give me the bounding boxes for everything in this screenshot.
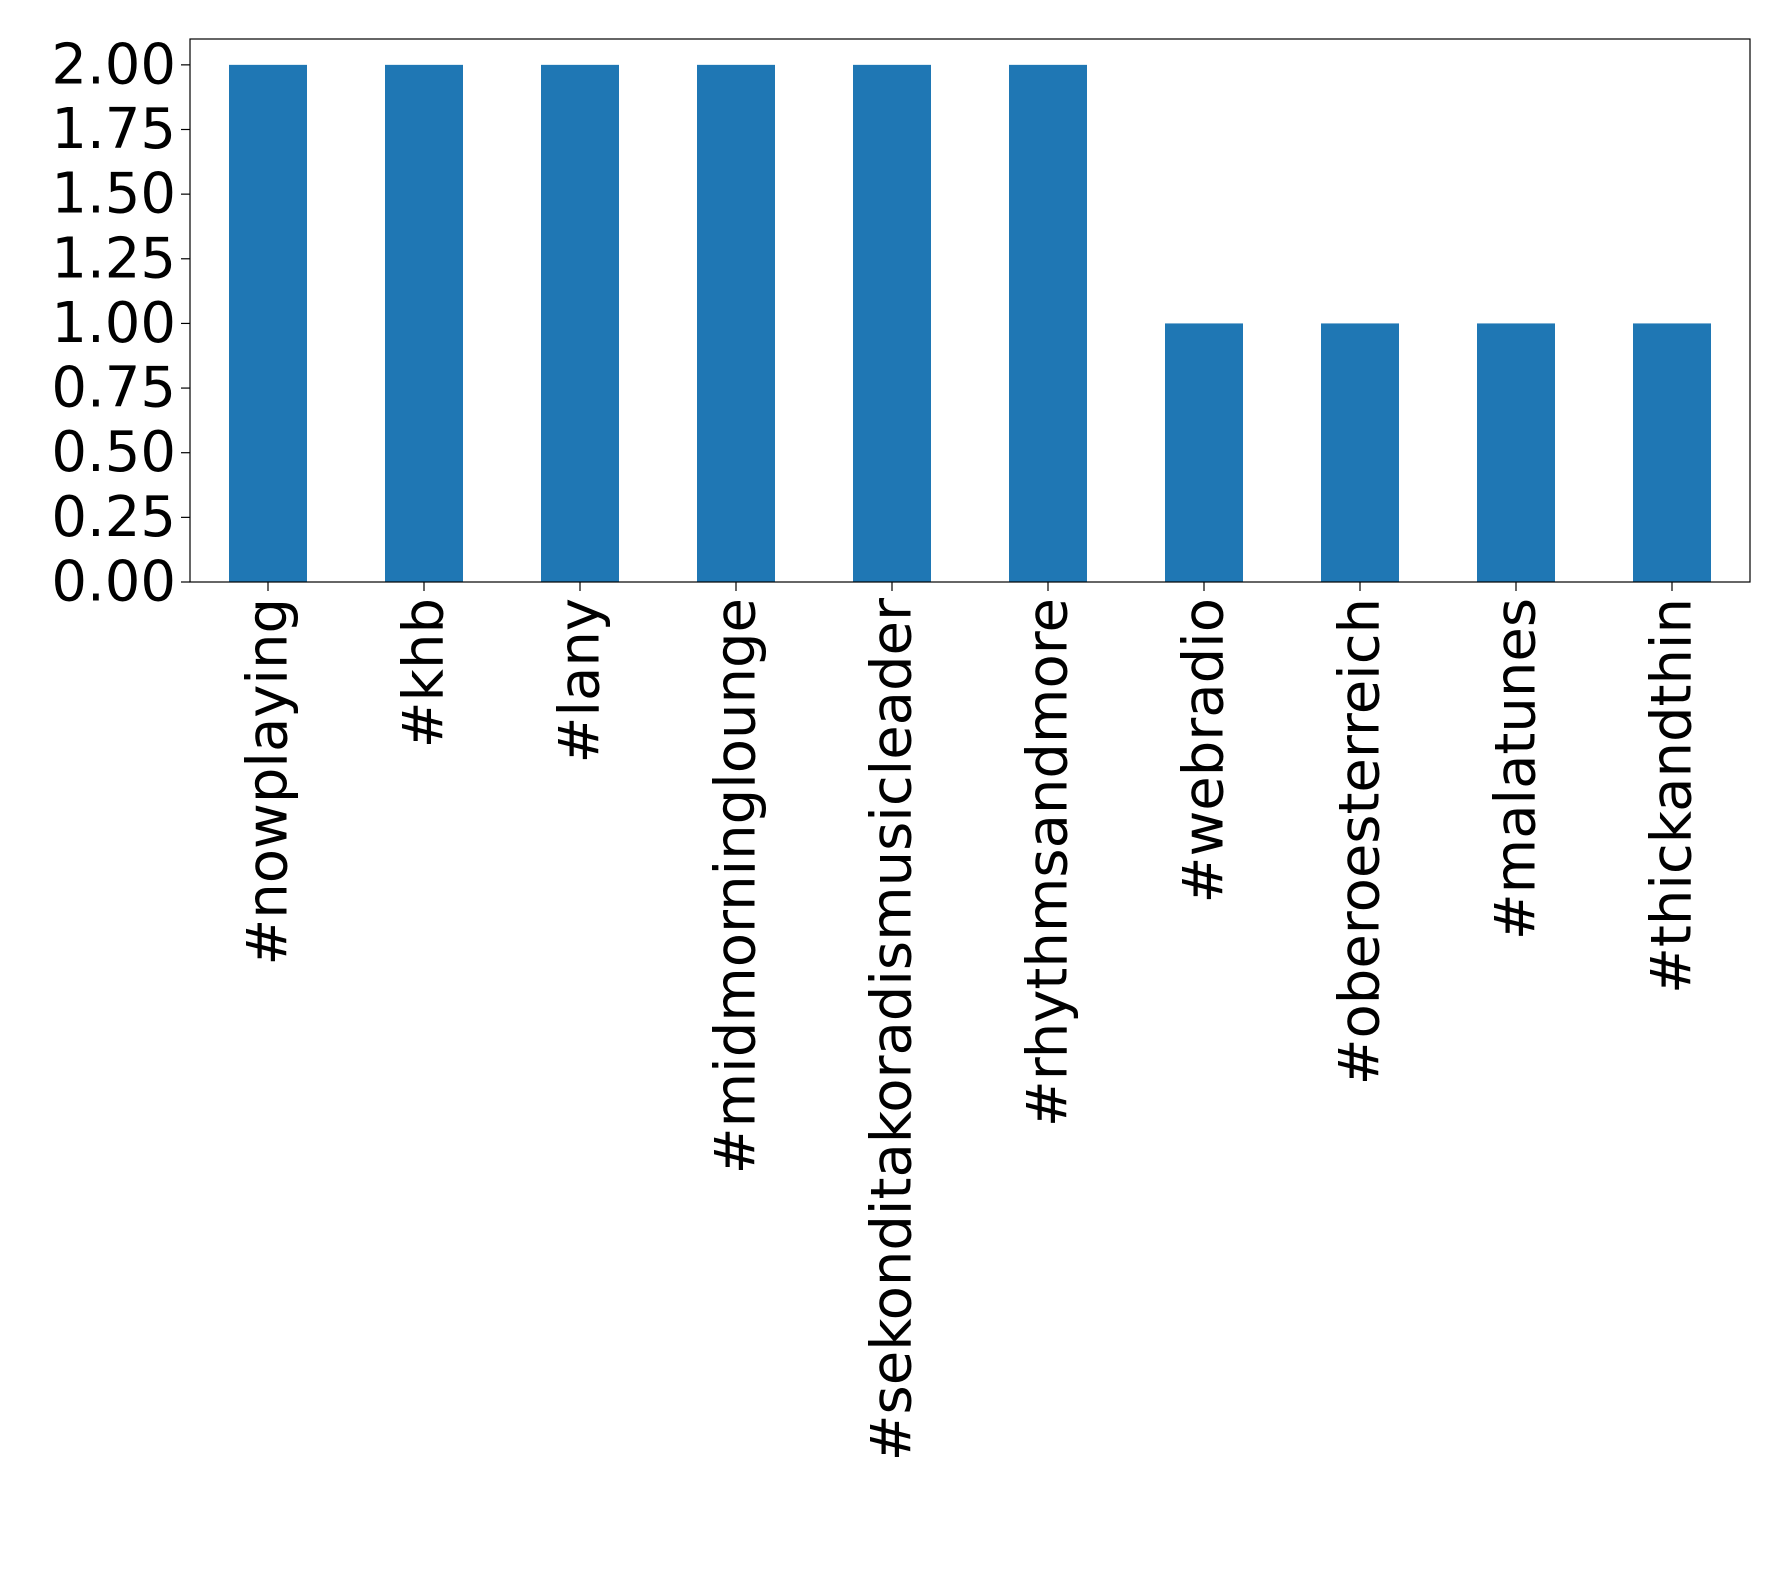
- y-axis: 0.000.250.500.751.001.251.501.752.00: [51, 32, 190, 615]
- y-tick-label: 0.00: [51, 550, 176, 615]
- bar-malatunes: [1477, 323, 1555, 582]
- x-axis: #nowplaying #khb #lany #midmorninglounge #se…: [236, 582, 1705, 1461]
- x-tick-label: #nowplaying: [236, 598, 301, 966]
- bar-sekonditakoradismusicleader: [853, 64, 931, 583]
- y-tick-label: 1.00: [51, 291, 176, 356]
- y-tick-label: 1.25: [51, 226, 176, 291]
- bar-lany: [541, 64, 619, 583]
- x-tick-label: #sekonditakoradismusicleader: [860, 597, 925, 1461]
- x-tick-label: #webradio: [1172, 598, 1237, 903]
- y-tick-label: 0.75: [51, 356, 176, 421]
- bar-webradio: [1165, 323, 1243, 582]
- x-tick-label: #midmorninglounge: [704, 598, 769, 1174]
- x-tick-label: #malatunes: [1484, 598, 1549, 940]
- x-tick-label: #khb: [392, 598, 457, 748]
- y-tick-label: 1.75: [51, 97, 176, 162]
- x-tick-label: #oberoesterreich: [1328, 598, 1393, 1085]
- y-tick-label: 0.50: [51, 420, 176, 485]
- bar-rhythmsandmore: [1009, 64, 1087, 583]
- x-tick-label: #rhythmsandmore: [1016, 598, 1081, 1127]
- y-tick-label: 0.25: [51, 485, 176, 550]
- bar-khb: [385, 64, 463, 583]
- bar-midmorninglounge: [697, 64, 775, 583]
- bar-oberoesterreich: [1321, 323, 1399, 582]
- bar-nowplaying: [229, 64, 307, 583]
- plot-frame: [189, 38, 1751, 583]
- x-tick-label: #thickandthin: [1640, 598, 1705, 994]
- bar-thickandthin: [1633, 323, 1711, 582]
- y-tick-label: 1.50: [51, 162, 176, 227]
- bars-layer: [229, 64, 1711, 583]
- y-tick-label: 2.00: [51, 32, 176, 97]
- x-tick-label: #lany: [548, 598, 613, 763]
